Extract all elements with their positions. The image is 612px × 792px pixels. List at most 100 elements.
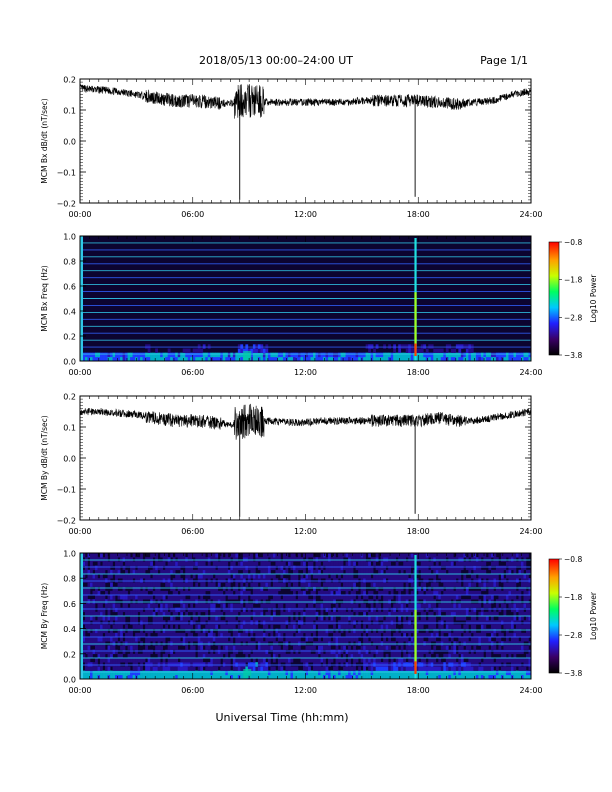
heatmap-cell <box>348 574 351 579</box>
heatmap-cell <box>167 582 171 587</box>
heatmap-cell <box>147 586 151 592</box>
heatmap-cell <box>120 590 123 596</box>
heatmap-cell <box>310 603 314 608</box>
heatmap-cell <box>87 607 91 613</box>
heatmap-cell <box>358 624 361 629</box>
heatmap-cell <box>185 557 189 562</box>
heatmap-cell <box>97 603 101 608</box>
heatmap-cell <box>210 658 214 663</box>
heatmap-cell <box>142 569 146 575</box>
heatmap-cell <box>305 674 309 680</box>
heatmap-cell <box>440 628 444 634</box>
heatmap-cell <box>340 553 344 558</box>
heatmap-cell <box>343 578 346 583</box>
heatmap-cell <box>260 662 264 667</box>
heatmap-cell <box>280 569 284 575</box>
heatmap-cell <box>135 624 138 629</box>
heatmap-cell <box>478 599 482 604</box>
heatmap-cell <box>488 557 492 562</box>
heatmap-cell <box>100 569 103 575</box>
heatmap-cell <box>348 632 351 638</box>
heatmap-cell <box>435 561 439 566</box>
heatmap-cell <box>122 641 126 646</box>
heatmap-cell <box>355 624 359 629</box>
heatmap-cell <box>267 565 271 571</box>
heatmap-cell <box>297 599 301 604</box>
heatmap-cell <box>360 603 364 608</box>
heatmap-cell <box>495 599 499 604</box>
heatmap-cell <box>255 356 259 362</box>
heatmap-cell <box>375 674 379 680</box>
heatmap-cell <box>395 595 399 600</box>
heatmap-cell <box>335 666 339 671</box>
heatmap-cell <box>282 561 286 566</box>
heatmap-cell <box>82 645 86 650</box>
heatmap-cell <box>358 599 361 604</box>
heatmap-cell <box>235 557 239 562</box>
heatmap-cell <box>235 352 239 358</box>
heatmap-cell <box>180 620 184 625</box>
heatmap-cell <box>485 611 489 617</box>
heatmap-cell <box>155 649 158 655</box>
heatmap-cell <box>195 356 199 362</box>
heatmap-cell <box>175 632 179 638</box>
heatmap-cell <box>220 674 224 680</box>
heatmap-cell <box>265 356 269 362</box>
heatmap-cell <box>110 553 113 558</box>
heatmap-cell <box>305 624 309 629</box>
heatmap-cell <box>345 611 349 617</box>
heatmap-cell <box>398 557 402 562</box>
heatmap-cell <box>495 662 499 667</box>
heatmap-cell <box>180 569 184 575</box>
panel-2: 1.00.80.60.40.20.0−0.8−1.8−2.8−3.8Log10 … <box>40 233 598 378</box>
heatmap-cell <box>232 557 236 562</box>
heatmap-cell <box>430 662 434 667</box>
heatmap-cell <box>255 624 259 629</box>
heatmap-cell <box>505 616 509 621</box>
heatmap-cell <box>385 670 389 676</box>
heatmap-cell <box>297 620 301 625</box>
heatmap-cell <box>450 666 454 671</box>
heatmap-cell <box>195 658 199 663</box>
heatmap-cell <box>458 569 462 575</box>
heatmap-cell <box>87 620 91 625</box>
heatmap-cell <box>190 637 194 642</box>
heatmap-cell <box>227 674 231 680</box>
heatmap-cell <box>82 599 86 604</box>
heatmap-cell <box>453 641 457 646</box>
heatmap-cell <box>338 653 341 659</box>
heatmap-cell <box>252 624 256 629</box>
heatmap-cell <box>137 653 141 659</box>
heatmap-cell <box>270 666 274 671</box>
heatmap-cell <box>435 557 439 562</box>
heatmap-cell <box>292 352 296 358</box>
heatmap-cell <box>455 632 459 638</box>
heatmap-cell <box>300 352 304 358</box>
heatmap-cell <box>97 620 101 625</box>
heatmap-cell <box>292 569 296 575</box>
heatmap-cell <box>310 658 314 663</box>
heatmap-cell <box>115 658 118 663</box>
heatmap-cell <box>483 586 487 592</box>
heatmap-cell <box>385 569 389 575</box>
heatmap-cell <box>92 624 96 629</box>
heatmap-cell <box>455 611 459 617</box>
heatmap-cell <box>282 557 286 562</box>
heatmap-cell <box>285 565 289 571</box>
heatmap-cell <box>227 356 231 362</box>
heatmap-cell <box>250 641 254 646</box>
heatmap-cell <box>205 557 209 562</box>
heatmap-cell <box>242 590 246 596</box>
heatmap-cell <box>197 607 201 613</box>
heatmap-cell <box>483 553 487 558</box>
heatmap-cell <box>323 599 326 604</box>
heatmap-cell <box>165 649 168 655</box>
heatmap-cell <box>373 658 376 663</box>
x-tick-label: 00:00 <box>68 210 91 219</box>
heatmap-cell <box>242 595 246 600</box>
heatmap-cell <box>97 628 101 634</box>
heatmap-cell <box>157 582 161 587</box>
heatmap-cell <box>405 641 409 646</box>
heatmap-cell <box>207 557 211 562</box>
heatmap-cell <box>423 553 427 558</box>
